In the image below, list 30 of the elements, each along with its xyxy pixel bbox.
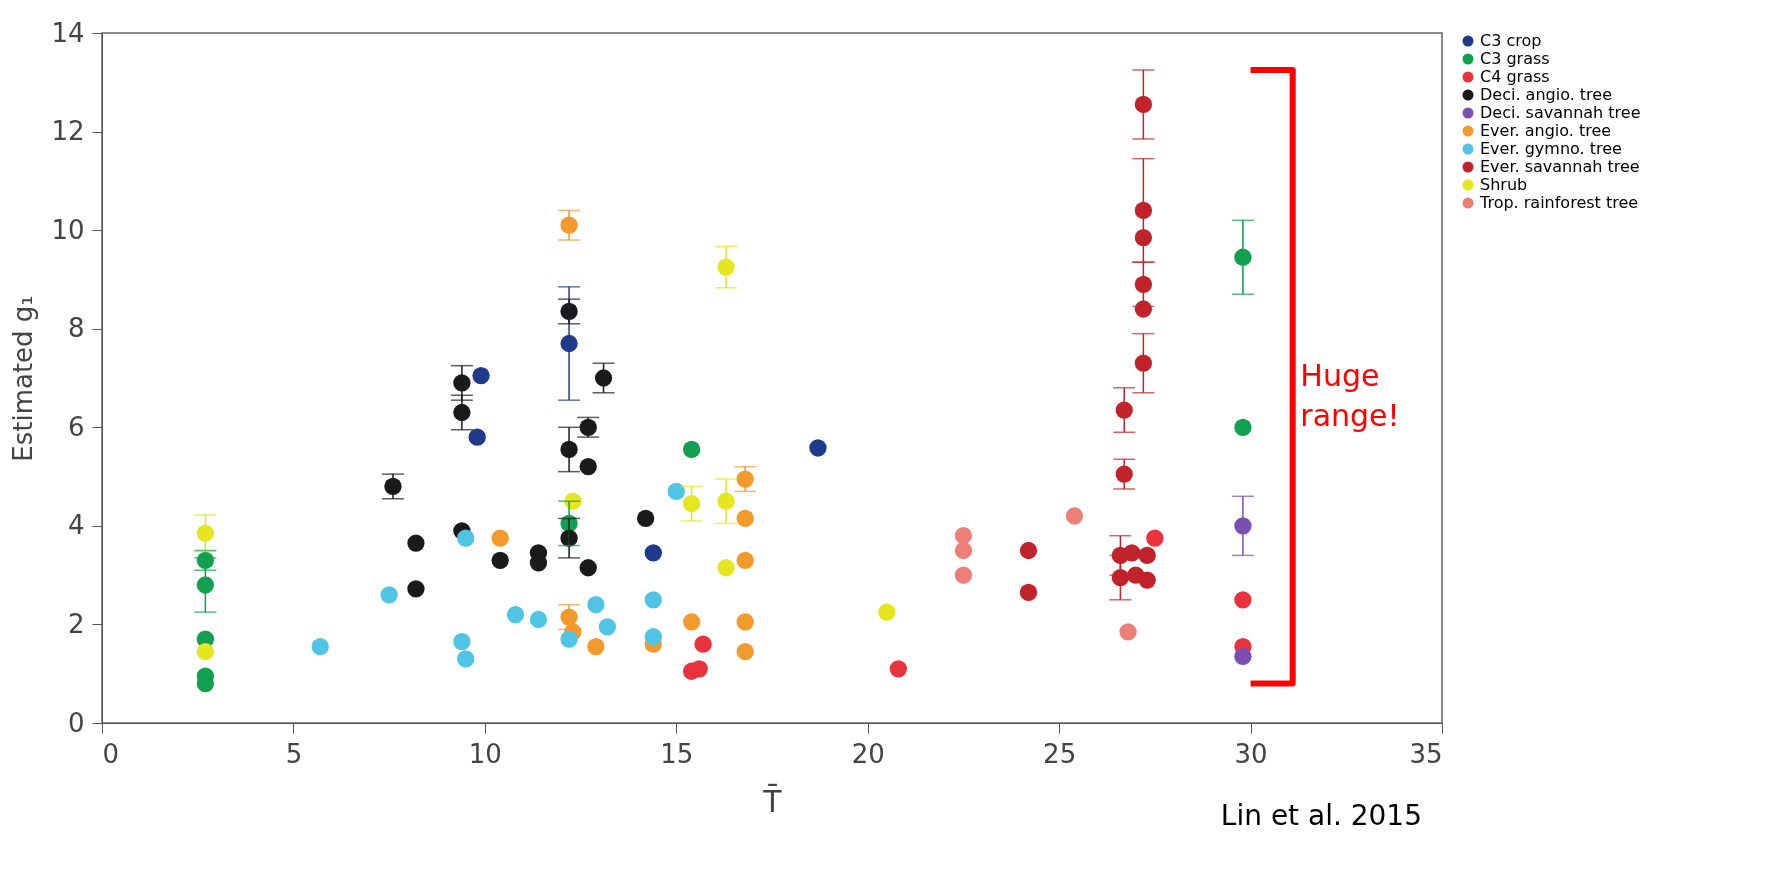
x-tick-label: 5: [285, 738, 303, 769]
y-tick-label: 8: [67, 313, 85, 344]
legend-label: Ever. gymno. tree: [1480, 139, 1622, 158]
legend-label: C3 grass: [1480, 49, 1550, 68]
y-tick-label: 4: [67, 510, 85, 541]
y-tick-label: 0: [67, 707, 85, 738]
y-tick-label: 6: [67, 411, 85, 442]
legend-label: Trop. rainforest tree: [1479, 193, 1639, 212]
legend-label: Deci. angio. tree: [1480, 85, 1612, 104]
legend-label: Ever. savannah tree: [1480, 157, 1640, 176]
legend-label: Ever. angio. tree: [1480, 121, 1612, 140]
legend-label: C4 grass: [1480, 67, 1550, 86]
x-tick-label: 10: [468, 738, 502, 769]
y-tick-label: 10: [51, 214, 85, 245]
text: Lin et al. 2015: [1220, 799, 1422, 832]
x-tick-label: 25: [1043, 738, 1077, 769]
x-tick-label: 30: [1234, 738, 1268, 769]
legend-label: Deci. savannah tree: [1480, 103, 1641, 122]
x-tick-label: 0: [102, 738, 120, 769]
y-tick-label: 14: [51, 17, 85, 48]
y-tick-label: 2: [67, 608, 85, 639]
annotation: Huge range!: [1300, 357, 1400, 433]
legend-label: C3 crop: [1480, 31, 1542, 50]
x-axis-title: T̄: [762, 783, 783, 819]
x-tick-label: 35: [1409, 738, 1443, 769]
legend-label: Shrub: [1480, 175, 1528, 194]
x-tick-label: 15: [660, 738, 694, 769]
y-axis-title: Estimated g₁: [8, 295, 39, 462]
y-tick-label: 12: [51, 116, 85, 147]
x-tick-label: 20: [851, 738, 885, 769]
